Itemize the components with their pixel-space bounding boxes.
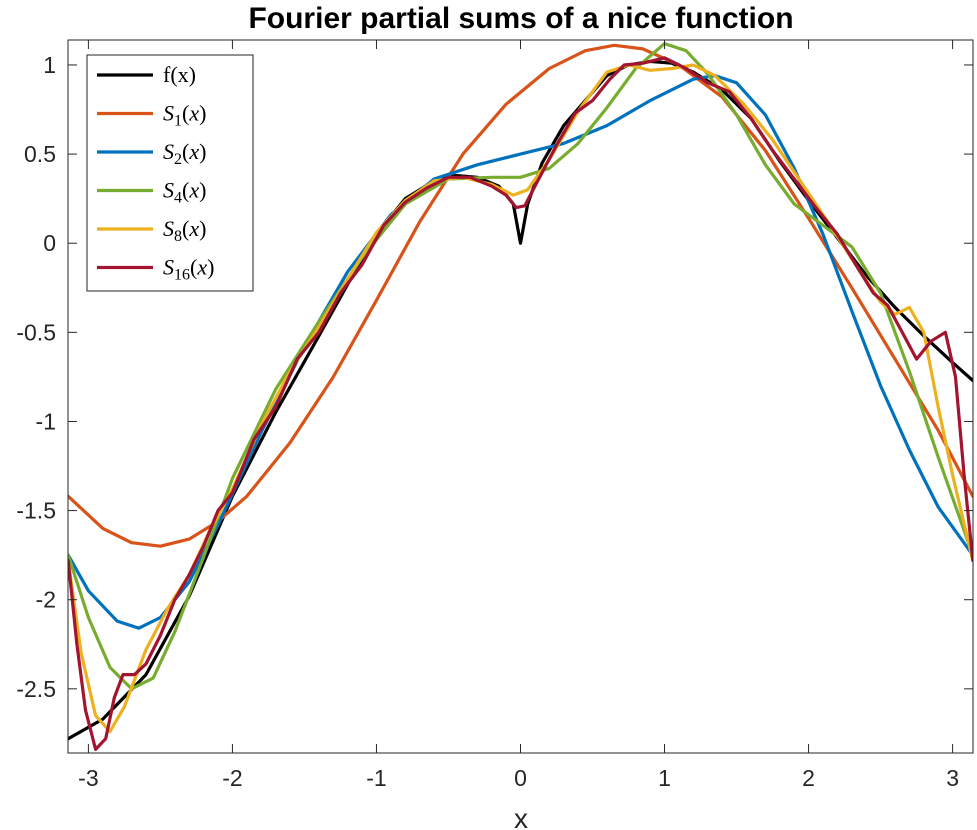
- chart-title: Fourier partial sums of a nice function: [248, 2, 793, 35]
- series-line-3: [68, 42, 973, 691]
- y-tick-label: 0: [43, 230, 56, 256]
- y-tick-label: 0.5: [24, 141, 56, 167]
- x-tick-label: 1: [658, 765, 671, 791]
- x-tick-label: -3: [78, 765, 98, 791]
- y-tick-label: -1: [36, 408, 56, 434]
- axes: -3 -2 -1 0 1 2 3 1 0.5 0 -0.5 -1 -1.5 -2 -2.5: [16, 39, 974, 791]
- legend-entry: S16(x): [163, 255, 214, 284]
- y-tick-label: -1.5: [16, 498, 56, 524]
- x-tick-label: -1: [366, 765, 386, 791]
- x-tick-label: -2: [222, 765, 242, 791]
- series-line-5: [68, 56, 973, 751]
- x-axis-label: x: [514, 803, 528, 830]
- x-tick-label: 3: [946, 765, 959, 791]
- legend-entry: S2(x): [163, 139, 206, 168]
- series-layer: [68, 42, 973, 751]
- y-tick-label: -2: [36, 587, 56, 613]
- legend-box: [86, 54, 254, 292]
- x-tick-label: 2: [802, 765, 815, 791]
- legend-entry: S8(x): [163, 216, 206, 245]
- series-line-1: [68, 43, 973, 548]
- legend: f(x) S1(x) S2(x) S4(x) S8(x) S16(x): [86, 54, 254, 292]
- y-tick-label: -2.5: [16, 676, 56, 702]
- x-tick-label: 0: [514, 765, 527, 791]
- legend-entry: f(x): [163, 62, 196, 87]
- y-tick-label: 1: [43, 52, 56, 78]
- y-tick-label: -0.5: [16, 319, 56, 345]
- legend-entry: S1(x): [163, 101, 206, 130]
- legend-entry: S4(x): [163, 178, 206, 207]
